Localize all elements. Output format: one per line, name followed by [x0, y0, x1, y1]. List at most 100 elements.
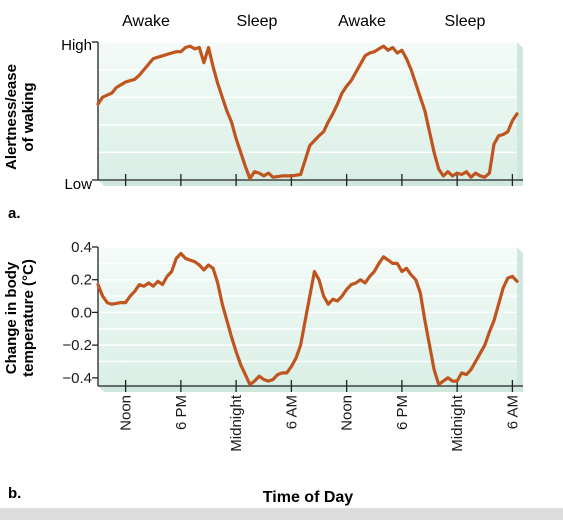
data-point	[290, 175, 292, 177]
panel-b-xtick-label: Midnight	[228, 394, 245, 452]
data-point	[171, 52, 173, 54]
data-point	[143, 285, 145, 287]
data-point	[318, 135, 320, 137]
data-point	[235, 138, 237, 140]
data-point	[442, 380, 444, 382]
plot-background	[98, 42, 517, 180]
data-point	[111, 303, 113, 305]
data-point	[369, 275, 371, 277]
data-point	[244, 374, 246, 376]
data-point	[401, 49, 403, 51]
panel-b-ytick-label: 0.4	[71, 239, 92, 256]
data-point	[424, 110, 426, 112]
phase-label-awake-1: Awake	[122, 13, 170, 30]
data-point	[461, 372, 463, 374]
data-point	[364, 282, 366, 284]
data-point	[350, 284, 352, 286]
data-point	[498, 135, 500, 137]
data-point	[493, 320, 495, 322]
data-point	[221, 303, 223, 305]
data-point	[438, 383, 440, 385]
data-point	[410, 69, 412, 71]
data-point	[189, 259, 191, 261]
data-point	[470, 176, 472, 178]
data-point	[327, 303, 329, 305]
data-point	[171, 270, 173, 273]
data-point	[451, 380, 454, 382]
data-point	[511, 275, 513, 277]
data-point	[475, 172, 477, 174]
data-point	[125, 81, 127, 83]
data-point	[323, 295, 325, 297]
data-point	[106, 302, 108, 304]
data-point	[373, 51, 375, 53]
data-point	[516, 113, 518, 115]
data-point	[281, 372, 283, 374]
data-point	[180, 51, 182, 53]
data-point	[161, 284, 164, 286]
panel-b-temperature-chart: 0.4 0.2 0.0 −0.2 −0.4 Noon 6 PM Midnight 6 AM Noo…	[62, 239, 523, 452]
data-point	[415, 82, 417, 84]
data-point	[382, 256, 385, 258]
data-point	[102, 96, 104, 98]
data-point	[180, 252, 182, 255]
data-point	[465, 374, 467, 376]
data-point	[120, 84, 122, 86]
data-point	[115, 86, 117, 89]
data-point	[484, 176, 486, 178]
data-point	[456, 380, 458, 382]
panel-b-xtick-label: 6 AM	[504, 395, 521, 429]
data-point	[295, 357, 297, 359]
panel-b-xtick-label: 6 PM	[173, 395, 190, 430]
data-point	[102, 295, 104, 297]
data-point	[484, 344, 486, 346]
data-point	[217, 282, 219, 284]
data-point	[507, 277, 509, 279]
data-point	[281, 175, 283, 177]
data-point	[336, 300, 338, 302]
data-point	[419, 292, 421, 294]
data-point	[161, 55, 164, 57]
data-point	[493, 143, 495, 145]
panel-b-ytick-label: −0.4	[62, 370, 92, 387]
data-point	[369, 52, 371, 54]
data-point	[451, 175, 454, 177]
data-point	[447, 377, 449, 379]
data-point	[129, 295, 131, 297]
data-point	[359, 63, 362, 65]
data-point	[240, 364, 242, 366]
data-point	[97, 103, 99, 105]
data-point	[258, 375, 260, 377]
data-point	[327, 121, 329, 123]
data-point	[221, 96, 223, 98]
data-point	[277, 374, 279, 376]
data-point	[249, 178, 251, 180]
panel-b-xtick-label: Noon	[339, 395, 356, 431]
data-point	[249, 383, 251, 385]
panel-b-label: b.	[8, 485, 21, 502]
data-point	[258, 172, 260, 174]
data-point	[498, 303, 500, 305]
data-point	[318, 279, 320, 281]
phase-label-awake-2: Awake	[338, 13, 386, 30]
data-point	[152, 58, 154, 60]
panel-b-xlabel: Time of Day	[263, 489, 354, 506]
phase-label-sleep-1: Sleep	[237, 13, 278, 30]
data-point	[263, 378, 265, 381]
data-point	[134, 290, 136, 292]
data-point	[148, 63, 150, 65]
data-point	[433, 151, 435, 153]
data-point	[456, 172, 458, 174]
data-point	[184, 46, 187, 49]
data-point	[405, 58, 408, 60]
data-point	[212, 66, 214, 68]
panel-a-label: a.	[8, 205, 21, 222]
data-point	[355, 282, 357, 284]
data-point	[272, 378, 274, 381]
data-point	[235, 351, 237, 353]
data-point	[424, 320, 426, 322]
data-point	[433, 369, 435, 371]
data-point	[428, 131, 431, 133]
data-point	[364, 55, 366, 57]
data-point	[428, 344, 431, 346]
